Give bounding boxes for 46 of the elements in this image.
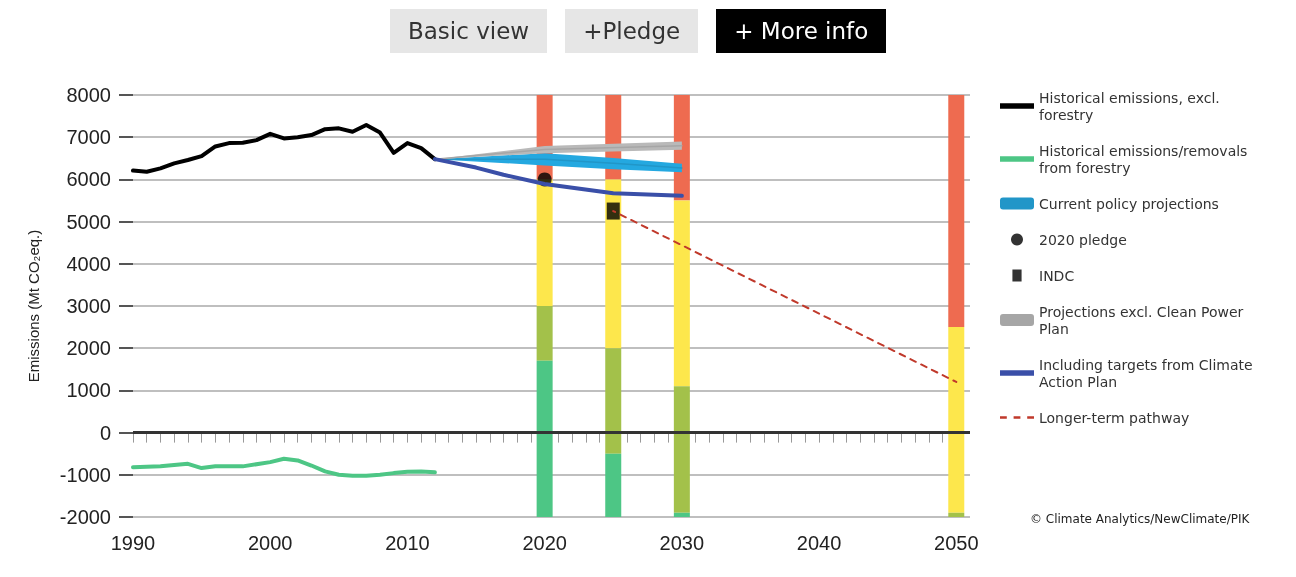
y-tick-label: 5000 [66,210,111,233]
y-tick-label: -1000 [59,463,111,486]
y-tick-label: 6000 [66,168,111,191]
line-series [131,122,437,174]
y-tick-label: 4000 [66,252,111,275]
x-tick-label: 2000 [247,532,293,554]
legend-label: Historical emissions, excl. forestry [1039,89,1225,123]
line-series [131,456,437,478]
bar [673,386,690,513]
bar [536,179,553,306]
x-tick-label: 2010 [385,532,430,554]
y-tick-label: 1000 [66,379,111,402]
bar [673,512,690,517]
y-tick-label: 2000 [66,337,111,360]
bar [948,327,965,513]
legend-label: 2020 pledge [1039,231,1127,248]
y-tick-label: 7000 [66,126,111,149]
bar [948,95,965,328]
view-button: Basic view [390,9,548,53]
x-tick-label: 2020 [522,532,567,554]
text: © Climate Analytics/NewClimate/PIK [1030,512,1251,526]
bar [605,348,622,454]
y-tick-label: 0 [99,421,111,444]
x-tick-label: 1990 [110,532,156,554]
bar [948,512,965,517]
legend-label: Longer-term pathway [1039,409,1190,426]
view-button: +Pledge [565,9,699,53]
bar [536,360,553,517]
legend-label: Including targets from Climate Action Plan [1039,356,1258,390]
legend-label: Historical emissions/removals from forestry [1039,142,1252,176]
bar [673,200,690,387]
bar [536,306,553,361]
x-tick-label: 2050 [934,532,979,554]
y-tick-label: -2000 [59,506,111,528]
view-button: + More info [716,9,887,53]
y-axis-title: Emissions (Mt CO₂eq.) [25,229,42,383]
legend-label: Projections excl. Clean Power Plan [1039,303,1248,337]
y-tick-label: 3000 [66,295,111,317]
legend-label: Current policy projections [1039,195,1219,212]
legend-label: INDC [1039,267,1075,284]
bar [673,95,690,201]
y-tick-label: 8000 [66,84,111,106]
line-series [432,157,684,198]
x-tick-label: 2040 [796,532,842,554]
x-tick-label: 2030 [659,532,705,554]
bar [605,453,622,517]
